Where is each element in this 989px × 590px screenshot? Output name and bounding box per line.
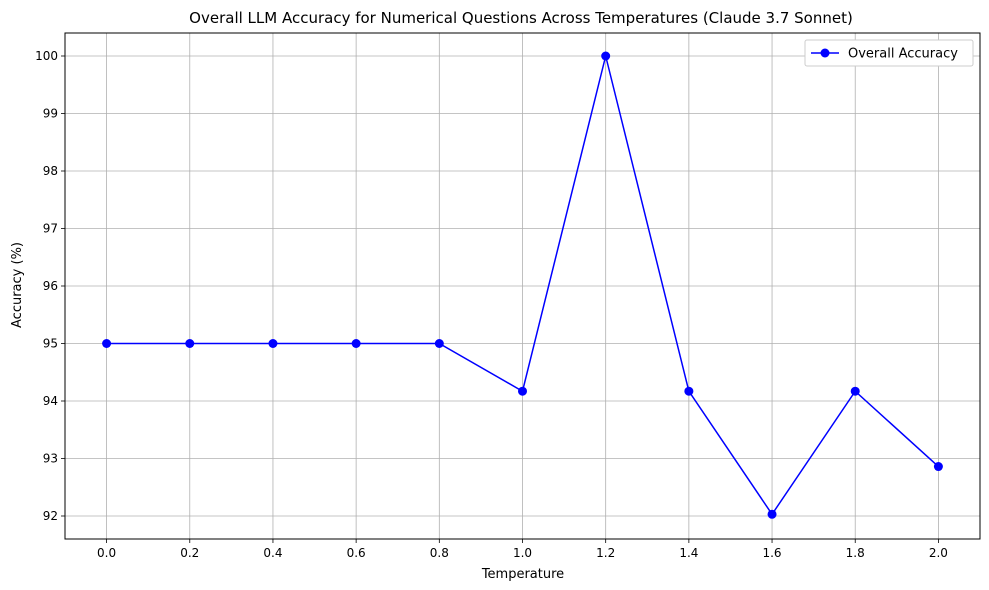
x-tick-label: 1.0 <box>513 546 532 560</box>
data-point <box>518 386 527 396</box>
legend: Overall Accuracy <box>804 39 974 67</box>
x-tick-label: 2.0 <box>929 546 948 560</box>
x-tick-label: 0.0 <box>97 546 116 560</box>
data-point <box>684 386 694 396</box>
y-tick-label: 97 <box>43 222 58 236</box>
data-point <box>102 339 112 348</box>
y-tick-label: 92 <box>43 509 58 523</box>
x-tick-label: 1.4 <box>679 546 698 560</box>
y-tick-label: 93 <box>43 452 58 466</box>
x-tick-label: 0.2 <box>180 546 199 560</box>
x-tick-label: 0.6 <box>347 546 366 560</box>
y-tick-label: 94 <box>43 394 58 408</box>
data-point <box>185 339 195 348</box>
data-point <box>767 509 777 519</box>
data-point <box>351 339 361 348</box>
x-axis-label: Temperature <box>481 567 564 582</box>
y-tick-label: 95 <box>43 337 58 351</box>
series-layer <box>102 51 943 519</box>
y-axis-label: Accuracy (%) <box>10 242 25 328</box>
legend-marker <box>820 48 830 58</box>
y-tick-label: 99 <box>43 107 58 121</box>
data-point <box>933 462 943 472</box>
data-point <box>268 339 278 348</box>
x-tick-label: 1.8 <box>846 546 865 560</box>
y-tick-label: 98 <box>43 164 58 178</box>
gridlines <box>65 33 980 539</box>
chart-title: Overall LLM Accuracy for Numerical Quest… <box>189 9 853 27</box>
x-axis-ticks: 0.0 0.2 0.4 0.6 0.8 1.0 1.2 1.4 1.6 1.8 2.0 <box>97 539 948 560</box>
x-tick-label: 0.8 <box>430 546 449 560</box>
data-point <box>601 51 611 61</box>
x-tick-label: 1.2 <box>596 546 615 560</box>
legend-box <box>804 39 974 67</box>
legend-label: Overall Accuracy <box>848 47 958 62</box>
y-tick-label: 100 <box>35 49 58 63</box>
y-tick-label: 96 <box>43 279 58 293</box>
x-tick-label: 0.4 <box>263 546 282 560</box>
y-axis-ticks: 92 93 94 95 96 97 98 99 100 <box>35 49 65 523</box>
data-point <box>434 339 444 348</box>
data-point <box>850 386 860 396</box>
x-tick-label: 1.6 <box>762 546 781 560</box>
